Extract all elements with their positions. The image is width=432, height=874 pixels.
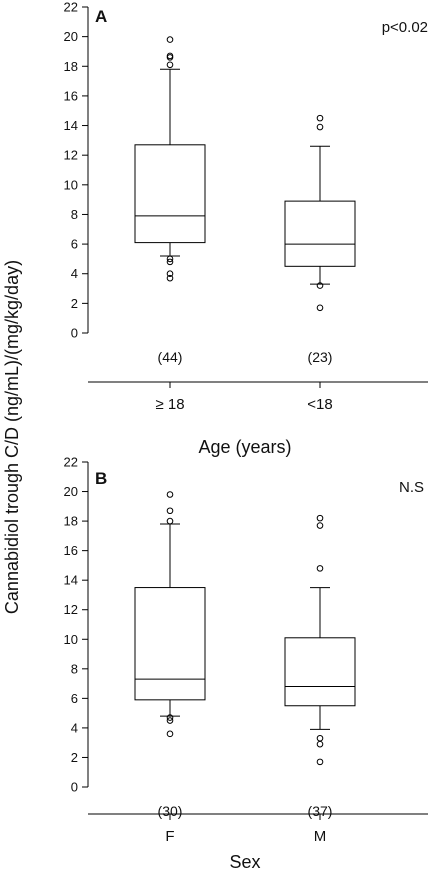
interquartile-box [284,200,356,267]
y-tick-label: 20 [64,484,78,499]
y-tick-label: 22 [64,0,78,15]
box-2 [284,114,356,312]
outlier-point [316,740,324,748]
box-1 [134,491,206,738]
significance-annotation: N.S [399,479,424,496]
y-tick-label: 10 [64,632,78,647]
x-category-label: <18 [307,396,332,413]
y-tick-label: 22 [64,455,78,470]
y-tick-label: 16 [64,543,78,558]
panel-label: B [95,469,107,488]
box-1 [134,36,206,282]
outlier-point [316,123,324,131]
outlier-point [166,255,174,263]
sample-size-label: (23) [308,349,333,365]
y-tick-label: 18 [64,59,78,74]
x-category-label: F [165,828,174,845]
outlier-point [166,507,174,515]
outlier-point [316,282,324,289]
outlier-point [166,270,174,278]
y-tick-label: 10 [64,177,78,192]
outlier-point [166,36,174,43]
panel-a: 0 2 4 6 8 10 12 14 16 18 20 22 ≥ 18 (44) <18 (23) Ap<0.0… [64,0,428,457]
y-tick-label: 18 [64,514,78,529]
sample-size-label: (44) [158,349,183,365]
y-tick-label: 0 [71,780,78,795]
x-axis-label: Age (years) [198,437,291,457]
panel-b: 0 2 4 6 8 10 12 14 16 18 20 22 F (30) M (37) B N.S Sex [64,455,428,872]
outlier-point [166,274,174,282]
outlier-point [316,522,324,529]
x-category-label: ≥ 18 [155,396,184,413]
interquartile-box [134,587,206,701]
y-tick-label: 14 [64,118,78,133]
outlier-point [166,491,174,498]
x-category-label: M [314,828,327,845]
y-tick-label: 16 [64,88,78,103]
y-tick-label: 8 [71,207,78,222]
box-2 [284,514,356,766]
y-tick-label: 14 [64,573,78,588]
y-tick-label: 12 [64,602,78,617]
x-axis-label: Sex [229,852,260,872]
outlier-point [316,734,324,742]
y-tick-label: 6 [71,691,78,706]
y-axis-label: Cannabidiol trough C/D (ng/mL)/(mg/kg/da… [2,260,22,614]
outlier-point [166,52,174,60]
outlier-point [166,714,174,721]
outlier-point [316,304,324,312]
sample-size-label: (30) [158,803,183,819]
y-tick-label: 6 [71,237,78,252]
y-tick-label: 8 [71,661,78,676]
y-tick-label: 4 [71,266,78,281]
y-tick-label: 12 [64,148,78,163]
interquartile-box [134,144,206,244]
outlier-point [166,61,174,69]
panel-label: A [95,7,107,26]
outlier-point [316,514,324,522]
outlier-point [316,565,324,572]
y-tick-label: 2 [71,750,78,765]
y-tick-label: 4 [71,720,78,735]
outlier-point [166,730,174,738]
sample-size-label: (37) [308,803,333,819]
y-tick-label: 2 [71,296,78,311]
outlier-point [316,114,324,122]
interquartile-box [284,637,356,707]
outlier-point [166,258,174,266]
outlier-point [166,517,174,525]
significance-annotation: p<0.02 [382,19,428,36]
y-tick-label: 20 [64,29,78,44]
y-tick-label: 0 [71,326,78,341]
outlier-point [316,758,324,766]
outlier-point [166,717,174,724]
